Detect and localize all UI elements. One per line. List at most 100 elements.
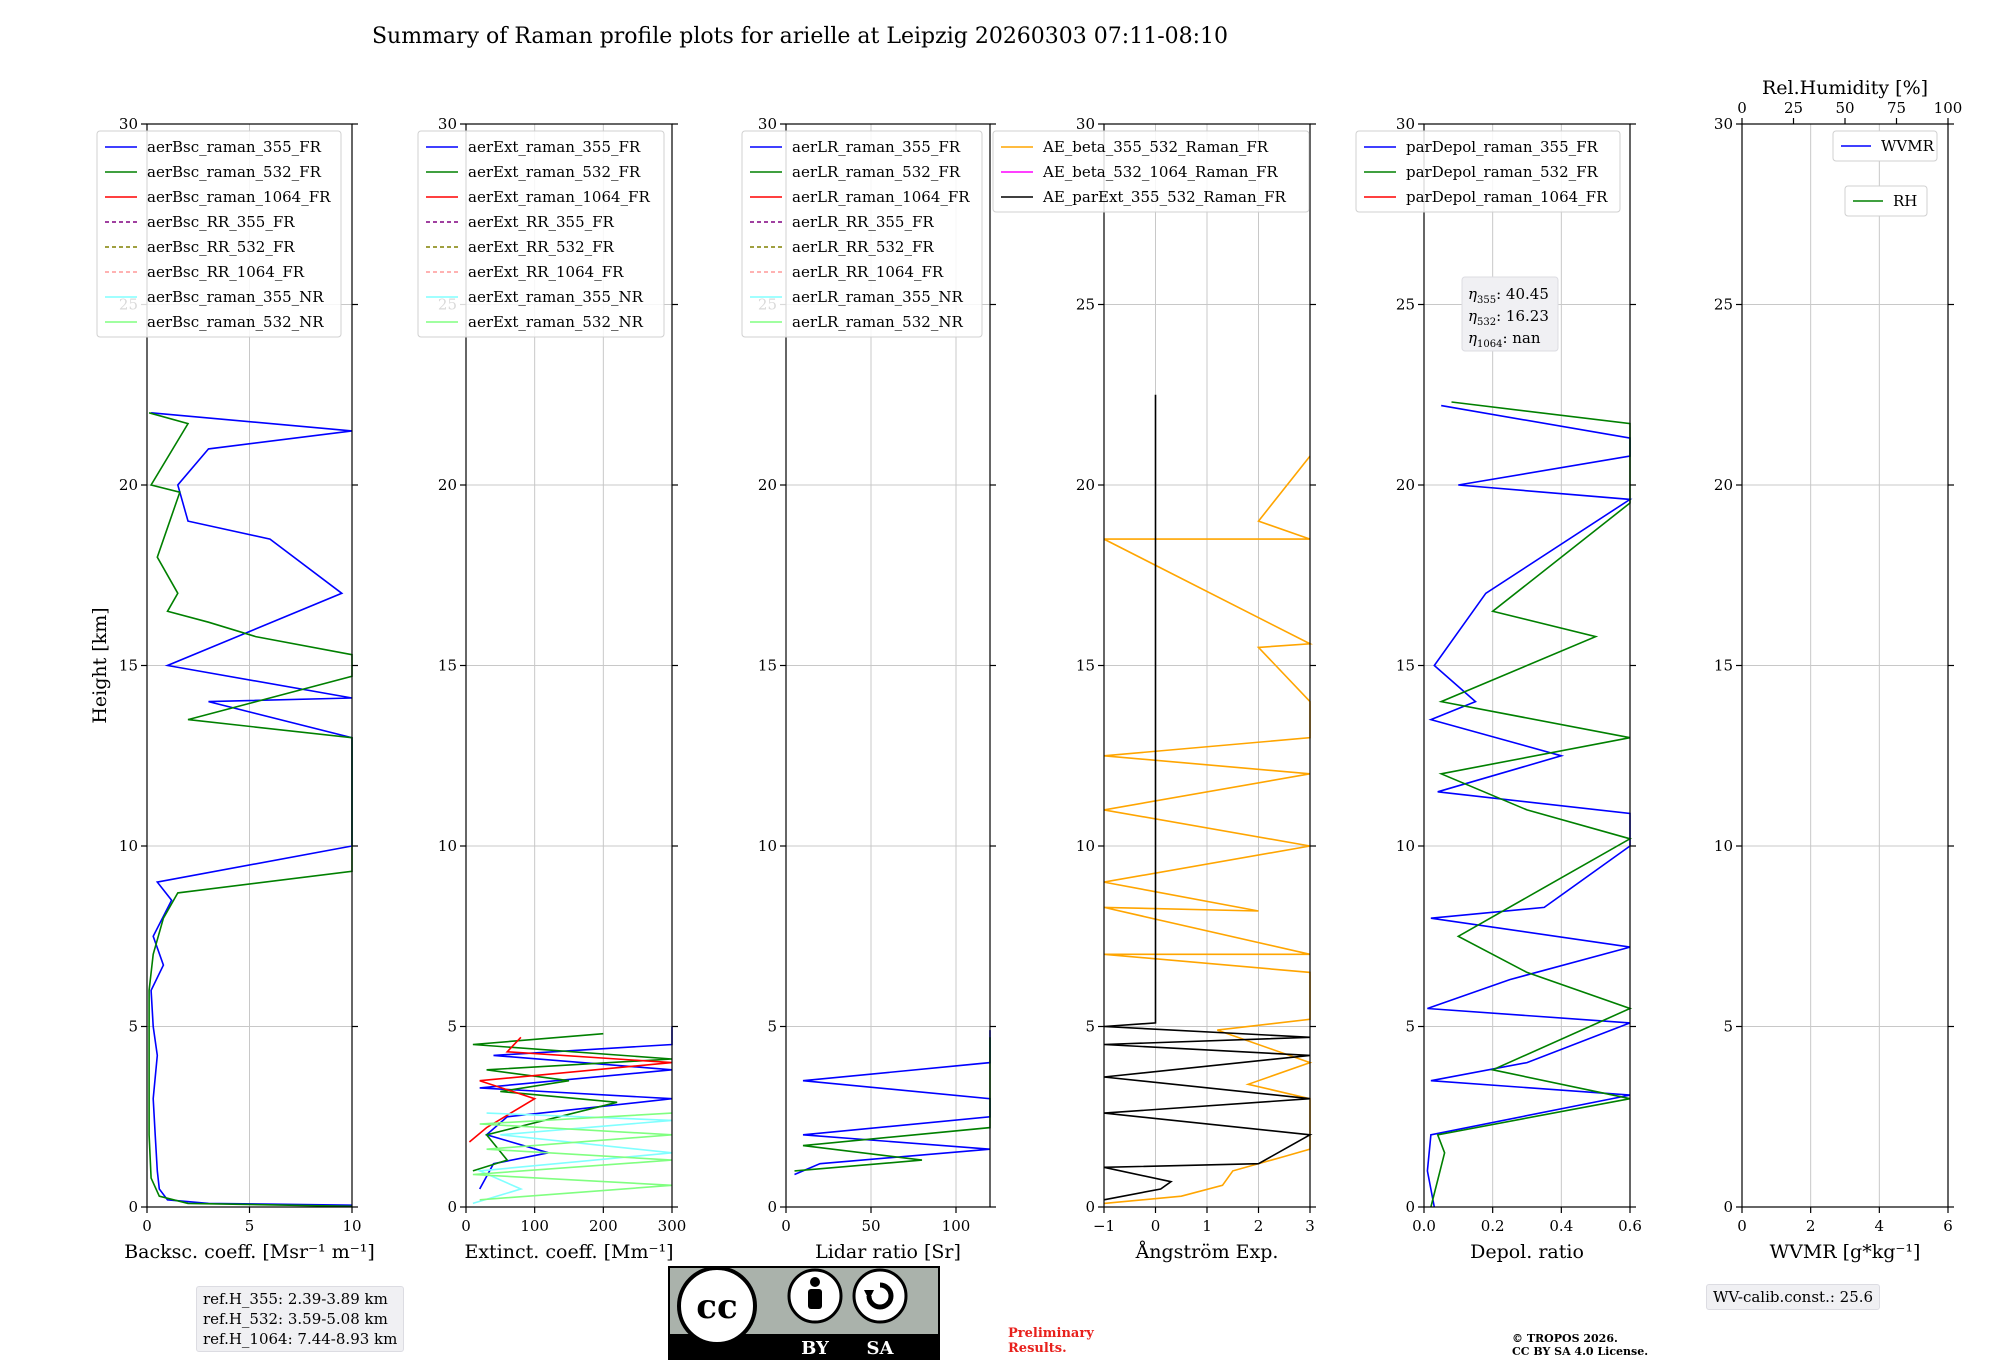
legend-entry: aerLR_RR_532_FR [792, 238, 934, 256]
legend-entry: aerExt_raman_355_FR [468, 138, 641, 156]
y-tick-label: 5 [767, 1018, 777, 1036]
legend-entry: aerBsc_RR_355_FR [147, 213, 295, 231]
legend-entry: aerBsc_raman_532_NR [147, 313, 324, 331]
series-line-parDepol_raman_532_FR [1430, 401, 1633, 1208]
x-tick-label: 6 [1943, 1217, 1953, 1235]
legend-entry: aerBsc_raman_355_FR [147, 138, 322, 156]
legend-entry: aerLR_RR_355_FR [792, 213, 934, 231]
y-tick-label: 15 [1396, 657, 1415, 675]
y-tick-label: 10 [1714, 837, 1733, 855]
y-tick-label: 15 [119, 657, 138, 675]
x-tick-label: 200 [589, 1217, 618, 1235]
copyright-line1: © TROPOS 2026. [1512, 1332, 1618, 1345]
legend-entry: aerExt_RR_1064_FR [468, 263, 624, 281]
x2-tick-label: 75 [1887, 99, 1906, 117]
x-tick-label: 0 [142, 1217, 152, 1235]
x-tick-label: 0.6 [1618, 1217, 1642, 1235]
x-axis-label: Extinct. coeff. [Mm⁻¹] [464, 1241, 673, 1263]
preliminary-line1: Preliminary [1008, 1326, 1094, 1341]
series-line-aerLR_raman_355_FR [794, 1030, 991, 1176]
wv-calibration-box: WV-calib.const.: 25.6 [1706, 1284, 1881, 1310]
x-tick-label: 0.4 [1549, 1217, 1573, 1235]
legend-box [1355, 130, 1621, 213]
x-tick-label: 0 [1737, 1217, 1747, 1235]
sa-share-icon [852, 1268, 908, 1324]
legend-entry: aerExt_RR_355_FR [468, 213, 615, 231]
y-tick-label: 5 [1085, 1018, 1095, 1036]
eta-value: η532: 16.23 [1468, 307, 1549, 328]
series-line-parDepol_raman_355_FR [1426, 404, 1633, 1208]
y-tick-label: 15 [1714, 657, 1733, 675]
panel-3: 051015202530050100Lidar ratio [Sr]aerLR_… [741, 115, 996, 1263]
x-tick-label: 100 [520, 1217, 549, 1235]
x-axis-label: Ångström Exp. [1135, 1241, 1279, 1263]
y-tick-label: 30 [1076, 115, 1095, 133]
cc-license-badge: cc BY SA [668, 1266, 940, 1360]
x-tick-label: −1 [1093, 1217, 1115, 1235]
y-tick-label: 0 [128, 1198, 138, 1216]
series-line-aerExt_raman_532_FR [472, 1032, 673, 1172]
reference-height-box: ref.H_355: 2.39-3.89 km ref.H_532: 3.59-… [196, 1286, 405, 1352]
legend-entry: aerBsc_raman_355_NR [147, 288, 324, 306]
legend-entry: AE_parExt_355_532_Raman_FR [1042, 188, 1287, 206]
ref-height-355: ref.H_355: 2.39-3.89 km [203, 1290, 388, 1308]
y-tick-label: 5 [1723, 1018, 1733, 1036]
y-tick-label: 10 [1396, 837, 1415, 855]
x-tick-label: 4 [1875, 1217, 1885, 1235]
legend-entry: WVMR [1881, 137, 1935, 155]
y-tick-label: 20 [1076, 476, 1095, 494]
legend-entry: aerExt_RR_532_FR [468, 238, 615, 256]
series-line-aerExt_raman_1064_FR [468, 1036, 673, 1143]
y-tick-label: 30 [1714, 115, 1733, 133]
ref-height-532: ref.H_532: 3.59-5.08 km [203, 1310, 388, 1328]
x2-tick-label: 0 [1737, 99, 1747, 117]
wv-calibration-constant: WV-calib.const.: 25.6 [1713, 1288, 1874, 1306]
x-tick-label: 2 [1806, 1217, 1816, 1235]
y-tick-label: 20 [758, 476, 777, 494]
x2-tick-label: 100 [1934, 99, 1963, 117]
legend-box [1832, 130, 1938, 162]
legend-entry: aerExt_raman_532_FR [468, 163, 641, 181]
series-line-aerLR_raman_532_FR [794, 1037, 991, 1172]
legend-box [741, 130, 983, 338]
y-tick-label: 25 [1714, 296, 1733, 314]
y-tick-label: 0 [447, 1198, 457, 1216]
legend-entry: parDepol_raman_355_FR [1406, 138, 1599, 156]
y-tick-label: 30 [119, 115, 138, 133]
preliminary-line2: Results. [1008, 1341, 1067, 1356]
y-tick-label: 20 [1714, 476, 1733, 494]
y-tick-label: 15 [1076, 657, 1095, 675]
legend-entry: aerBsc_RR_532_FR [147, 238, 295, 256]
y-tick-label: 5 [128, 1018, 138, 1036]
x-tick-label: 300 [658, 1217, 687, 1235]
x-tick-label: 0 [781, 1217, 791, 1235]
x2-axis-label: Rel.Humidity [%] [1762, 77, 1928, 99]
by-label: BY [801, 1338, 830, 1359]
y-tick-label: 0 [1085, 1198, 1095, 1216]
y-tick-label: 15 [758, 657, 777, 675]
legend-entry: RH [1893, 192, 1917, 210]
eta-value: η1064: nan [1468, 329, 1541, 350]
y-tick-label: 30 [758, 115, 777, 133]
series-line-aerBsc_raman_355_FR [150, 412, 353, 1206]
y-tick-label: 10 [758, 837, 777, 855]
legend-box [417, 130, 665, 338]
x2-tick-label: 25 [1784, 99, 1803, 117]
figure-title: Summary of Raman profile plots for ariel… [372, 24, 1228, 49]
legend-entry: aerLR_raman_532_FR [792, 163, 961, 181]
x-tick-label: 0.0 [1412, 1217, 1436, 1235]
panel-2: 0510152025300100200300Extinct. coeff. [M… [417, 115, 687, 1263]
y-tick-label: 0 [767, 1198, 777, 1216]
series-line-aerBsc_raman_532_FR [148, 412, 353, 1208]
cc-icon [677, 1266, 757, 1346]
x-tick-label: 5 [245, 1217, 255, 1235]
legend-entry: aerLR_RR_1064_FR [792, 263, 944, 281]
y-tick-label: 15 [438, 657, 457, 675]
y-tick-label: 20 [438, 476, 457, 494]
x-axis-label: WVMR [g*kg⁻¹] [1770, 1241, 1921, 1263]
panel-1: 0510152025300510Backsc. coeff. [Msr⁻¹ m⁻… [89, 115, 375, 1263]
cc-text: cc [696, 1287, 737, 1327]
